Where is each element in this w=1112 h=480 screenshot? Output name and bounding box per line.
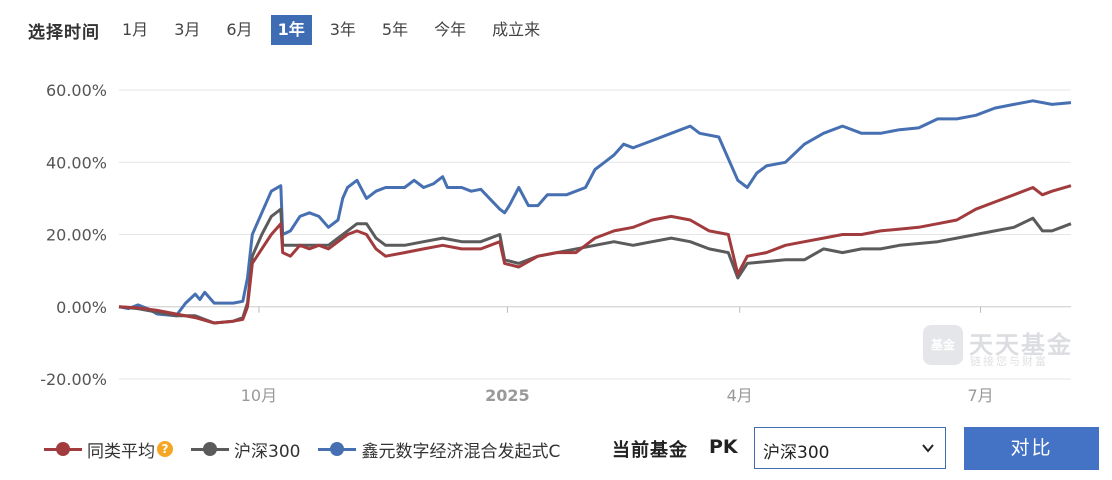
legend-label-csi300: 沪深300 xyxy=(234,441,301,462)
current-fund-label: 当前基金 xyxy=(612,440,688,461)
legend-swatch-csi300 xyxy=(191,442,229,456)
series-line-1 xyxy=(118,207,1072,325)
legend-item-category-average[interactable]: 同类平均 ? xyxy=(44,437,173,462)
compare-button[interactable]: 对比 xyxy=(964,427,1099,470)
benchmark-select[interactable]: 沪深300 xyxy=(754,427,946,469)
series-line-0 xyxy=(118,99,1072,318)
chevron-down-icon xyxy=(922,444,934,453)
y-tick-label: 0.00% xyxy=(56,298,107,317)
chart-legend: 同类平均 ? 沪深300 鑫元数字经济混合发起式C xyxy=(44,432,578,466)
x-tick-label: 2025 xyxy=(485,386,530,405)
series-line-2 xyxy=(118,184,1072,325)
y-tick-label: -20.00% xyxy=(40,370,107,389)
pk-label: PK xyxy=(709,436,738,458)
legend-label-fund: 鑫元数字经济混合发起式C xyxy=(361,441,561,462)
question-icon[interactable]: ? xyxy=(157,441,173,457)
range-tab-1y[interactable]: 1年 xyxy=(270,15,312,45)
x-tick-label: 4月 xyxy=(727,386,753,405)
range-tab-3y[interactable]: 3年 xyxy=(329,20,356,39)
benchmark-select-value: 沪深300 xyxy=(763,443,830,463)
range-tab-1m[interactable]: 1月 xyxy=(122,20,149,39)
y-tick-label: 60.00% xyxy=(46,81,107,100)
range-tab-5y[interactable]: 5年 xyxy=(381,20,409,39)
time-range-bar: 选择时间 1月 3月 6月 1年 3年 5年 今年 成立来 xyxy=(28,14,558,46)
range-tab-since-inception[interactable]: 成立来 xyxy=(492,20,541,39)
legend-item-fund[interactable]: 鑫元数字经济混合发起式C xyxy=(318,437,560,462)
watermark-slogan: 链接您与财富 xyxy=(970,355,1048,368)
watermark-name: 天天基金 xyxy=(969,331,1073,359)
legend-item-csi300[interactable]: 沪深300 xyxy=(191,437,300,462)
watermark: 基金 天天基金 链接您与财富 xyxy=(923,325,1073,369)
time-range-label: 选择时间 xyxy=(28,22,100,43)
range-tab-6m[interactable]: 6月 xyxy=(226,20,253,39)
performance-chart: 60.00% 40.00% 20.00% 0.00% -20.00% 10月 2025 4月 7… xyxy=(40,81,1072,405)
y-tick-label: 40.00% xyxy=(46,153,107,172)
x-tick-label: 10月 xyxy=(241,386,277,405)
range-tab-ytd[interactable]: 今年 xyxy=(434,20,467,39)
watermark-logo: 基金 xyxy=(923,325,963,365)
legend-label-category-average: 同类平均 xyxy=(87,441,155,462)
range-tab-3m[interactable]: 3月 xyxy=(174,20,201,39)
y-tick-label: 20.00% xyxy=(46,226,107,245)
legend-swatch-category-average xyxy=(44,442,82,456)
legend-swatch-fund xyxy=(318,442,357,456)
x-tick-label: 7月 xyxy=(967,386,993,405)
